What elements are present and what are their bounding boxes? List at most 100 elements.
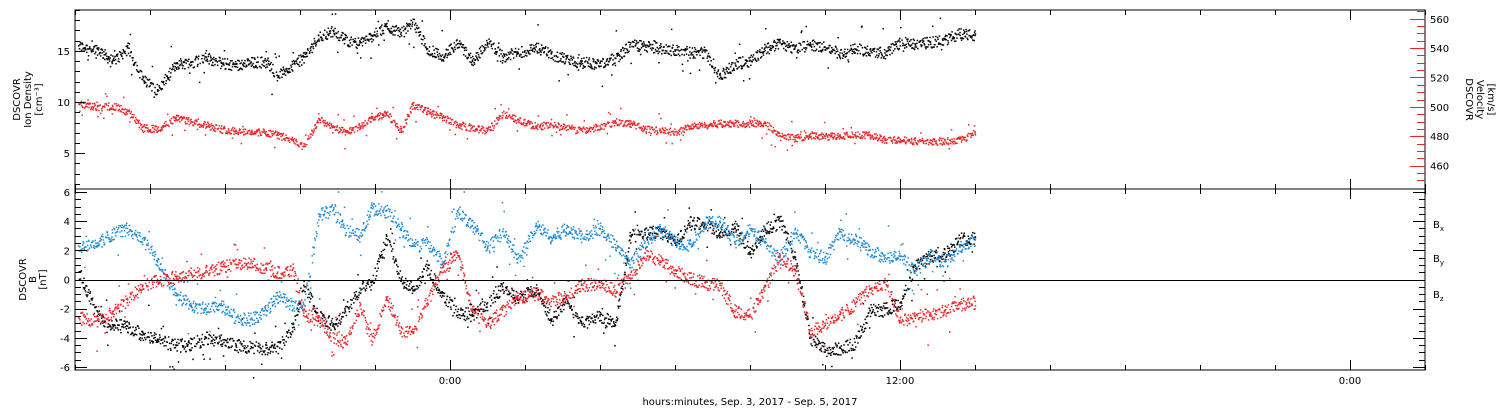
data-point xyxy=(673,54,676,56)
data-point xyxy=(835,137,838,139)
data-point xyxy=(97,47,99,49)
data-point xyxy=(110,54,112,56)
data-point xyxy=(553,126,555,128)
data-point xyxy=(909,142,912,144)
data-point xyxy=(542,128,544,131)
data-point xyxy=(651,232,654,235)
data-point xyxy=(177,338,179,341)
data-point xyxy=(508,108,510,110)
data-point xyxy=(664,50,667,52)
data-point xyxy=(550,57,552,60)
data-point xyxy=(746,122,748,124)
data-point xyxy=(166,124,168,126)
data-point xyxy=(319,322,321,325)
data-point xyxy=(386,22,388,25)
data-point xyxy=(720,78,722,80)
data-point xyxy=(171,134,173,136)
data-point xyxy=(421,106,423,108)
data-point xyxy=(949,36,951,39)
data-point xyxy=(761,47,763,49)
data-point xyxy=(337,322,340,324)
data-point xyxy=(737,61,739,63)
data-point xyxy=(382,32,384,35)
data-point xyxy=(110,328,113,330)
data-point xyxy=(573,336,575,338)
data-point xyxy=(144,82,147,84)
data-point xyxy=(244,345,246,347)
data-point xyxy=(908,140,910,142)
data-point xyxy=(169,366,171,368)
data-point xyxy=(202,62,204,64)
data-point xyxy=(882,140,884,142)
data-point xyxy=(364,120,366,122)
data-point xyxy=(163,345,165,347)
data-point xyxy=(235,345,237,347)
data-point xyxy=(197,63,199,66)
data-point xyxy=(601,322,603,324)
data-point xyxy=(794,135,797,137)
data-point xyxy=(749,119,751,121)
data-point xyxy=(279,70,281,73)
data-point xyxy=(484,130,487,132)
data-point xyxy=(515,55,518,57)
data-point xyxy=(250,61,252,63)
data-point xyxy=(225,62,227,64)
data-point xyxy=(288,139,290,141)
data-point xyxy=(399,131,401,133)
data-point xyxy=(549,50,551,53)
data-point xyxy=(290,138,293,140)
data-point xyxy=(582,67,584,69)
data-point xyxy=(804,137,806,139)
data-point xyxy=(355,290,357,293)
data-point xyxy=(652,52,655,54)
data-point xyxy=(587,317,589,320)
data-point xyxy=(112,59,114,61)
data-point xyxy=(105,52,107,55)
data-point xyxy=(809,44,811,47)
data-point xyxy=(815,48,818,51)
data-point xyxy=(749,59,751,61)
data-point xyxy=(253,66,255,69)
data-point xyxy=(921,44,923,47)
data-point xyxy=(558,306,560,308)
data-point xyxy=(221,58,224,60)
data-point xyxy=(931,25,934,27)
data-point xyxy=(291,63,294,65)
data-point xyxy=(298,146,300,148)
data-point xyxy=(158,338,160,340)
data-point xyxy=(819,46,821,48)
data-point xyxy=(229,337,232,340)
data-point xyxy=(583,127,585,129)
data-point xyxy=(581,316,584,318)
data-point xyxy=(124,323,126,325)
data-point xyxy=(411,21,414,23)
data-point xyxy=(631,122,633,124)
data-point xyxy=(611,325,613,328)
data-point xyxy=(220,131,222,134)
data-point xyxy=(946,43,949,46)
data-point xyxy=(729,119,731,122)
data-point xyxy=(666,129,668,131)
data-point xyxy=(364,290,367,292)
data-point xyxy=(86,294,89,296)
data-point xyxy=(907,42,910,44)
data-point xyxy=(588,128,591,131)
data-point xyxy=(852,44,854,46)
data-point xyxy=(914,139,916,142)
data-point xyxy=(369,286,371,288)
data-point xyxy=(598,129,600,131)
data-point xyxy=(458,42,460,45)
data-point xyxy=(79,41,82,44)
data-point xyxy=(551,57,554,59)
data-point xyxy=(714,122,717,124)
data-point xyxy=(314,124,316,127)
data-point xyxy=(841,137,844,139)
data-point xyxy=(382,32,385,35)
data-point xyxy=(408,114,410,116)
data-point xyxy=(333,323,335,325)
data-point xyxy=(645,50,648,52)
data-point xyxy=(849,135,851,137)
data-point xyxy=(635,42,637,45)
data-point xyxy=(305,53,307,55)
data-point xyxy=(523,125,526,127)
